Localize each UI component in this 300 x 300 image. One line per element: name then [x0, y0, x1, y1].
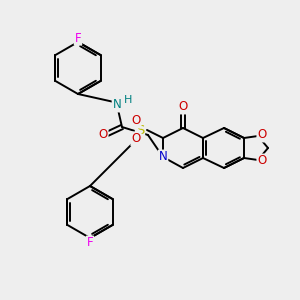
Text: O: O [257, 154, 267, 167]
Text: N: N [159, 151, 167, 164]
Text: O: O [131, 133, 141, 146]
Text: O: O [131, 115, 141, 128]
Text: O: O [98, 128, 108, 140]
Text: O: O [178, 100, 188, 113]
Text: S: S [136, 124, 144, 136]
Text: F: F [75, 32, 81, 44]
Text: N: N [112, 98, 122, 112]
Text: O: O [257, 128, 267, 142]
Text: F: F [87, 236, 93, 250]
Text: H: H [124, 95, 132, 105]
